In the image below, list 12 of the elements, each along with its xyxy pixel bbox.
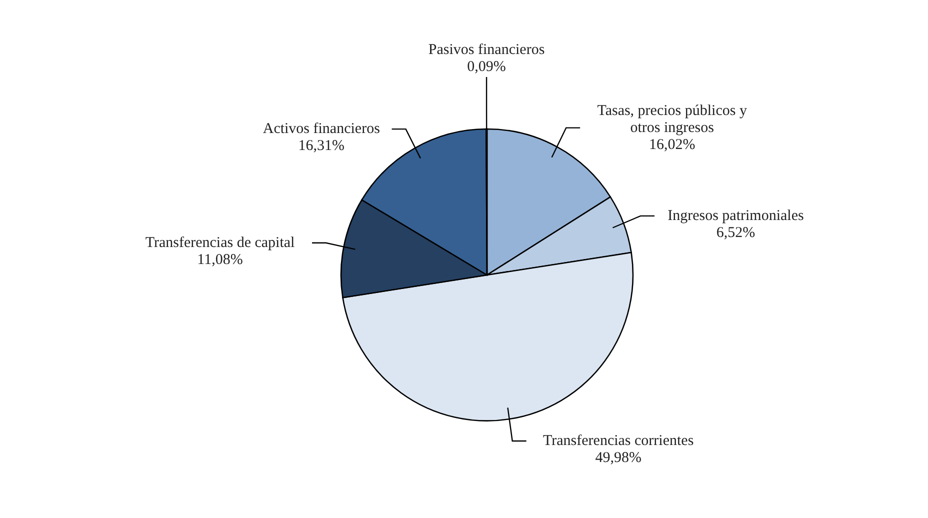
slice-label: Ingresos patrimoniales [668,208,804,224]
data-label: 16,31% [298,138,345,154]
data-label: 49,98% [595,450,642,466]
slice-label: Tasas, precios públicos y otros ingresos [597,102,748,136]
data-label: 11,08% [197,252,243,268]
slice-label: Pasivos financieros [428,42,545,58]
slice-label: Activos financieros [262,121,380,138]
data-label: 6,52% [716,224,756,241]
data-label: 0,09% [467,59,506,75]
slice-label: Transferencias corrientes [543,432,694,449]
slice-label: Transferencias de capital [145,234,295,251]
data-label: 16,02% [648,136,696,153]
